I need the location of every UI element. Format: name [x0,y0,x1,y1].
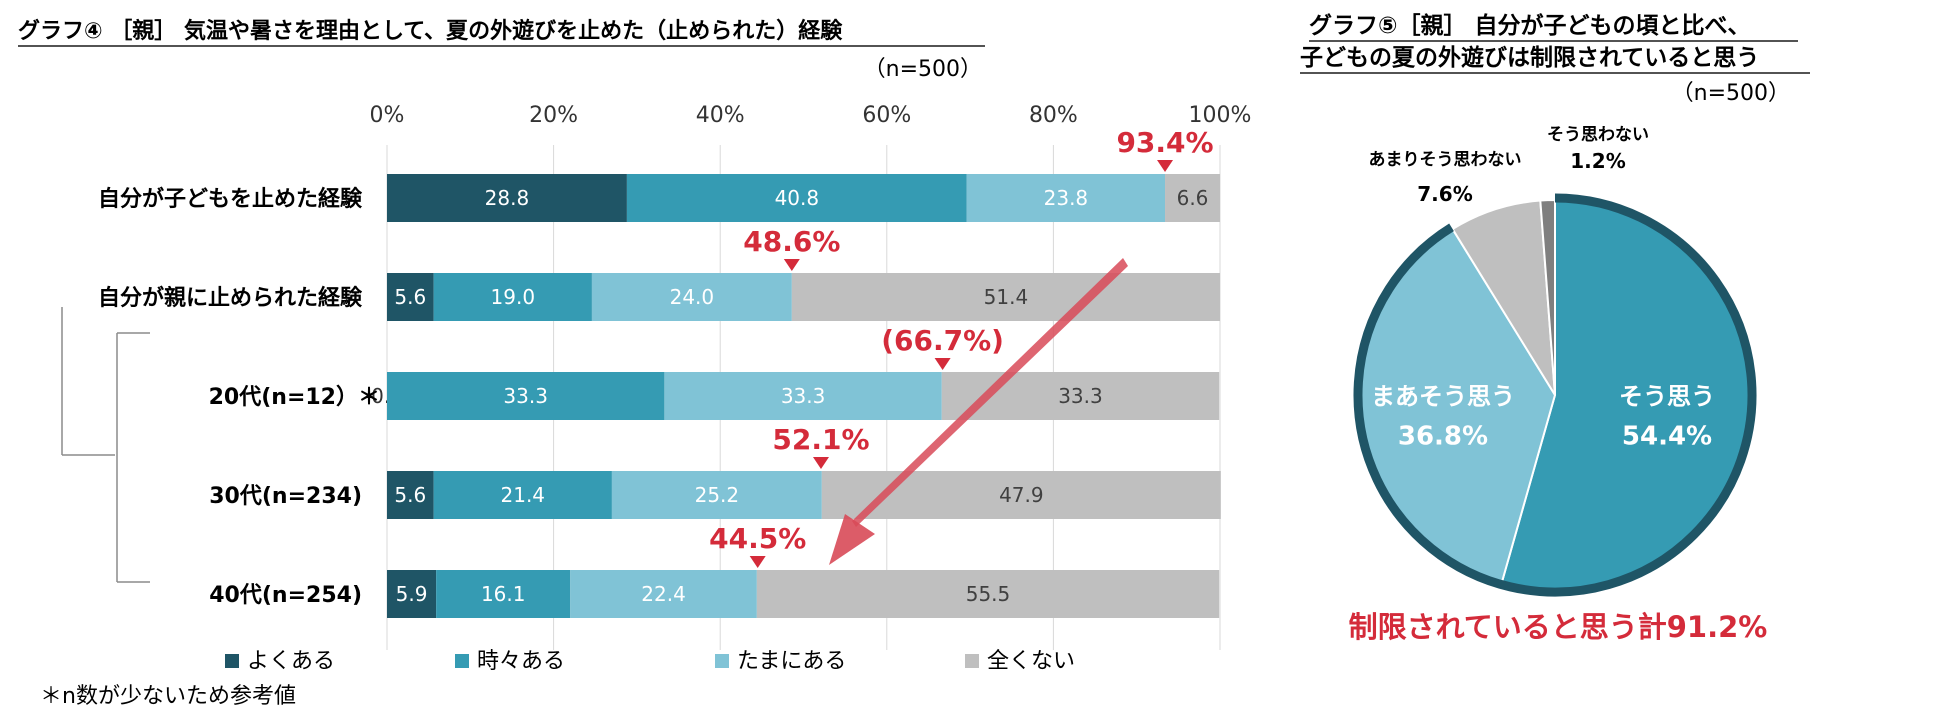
data-label: 24.0 [670,285,715,309]
data-label: 23.8 [1044,186,1089,210]
bar-chart-graph4: グラフ④ ［親］ 気温や暑さを理由として、夏の外遊びを止めた（止められた）経験 … [18,18,1252,709]
slice-name-label: まあそう思う [1371,383,1515,411]
legend-swatch [965,654,979,668]
slice-name-label: そう思わない [1547,125,1649,145]
age-group-bracket [61,307,150,583]
pie-chart-graph5: グラフ⑤［親］ 自分が子どもの頃と比べ、 子どもの夏の外遊びは制限されていると思… [1300,12,1810,644]
data-label: 16.1 [481,582,526,606]
trend-arrow [829,258,1128,565]
chart1-sample-note: （n=500） [864,57,982,82]
segment-often [387,174,627,222]
chart2-title-line1: グラフ⑤［親］ 自分が子どもの頃と比べ、 [1309,12,1750,39]
category-label: 40代(n=254) [209,583,362,608]
chart2-title-line2: 子どもの夏の外遊びは制限されていると思う [1300,44,1759,71]
segment-occasionally [611,471,822,519]
segment-sometimes [433,273,592,321]
total-marker [783,259,800,271]
segment-often [387,570,437,618]
segment-often [387,273,434,321]
total-label: 52.1% [772,423,869,456]
total-label: (66.7%) [881,324,1004,357]
legend-label: よくある [247,649,335,674]
data-label: 28.8 [485,186,530,210]
x-tick-label: 40% [696,103,745,128]
total-marker [1157,160,1174,172]
agree-total-highlight-arc [1353,193,1757,597]
pie-summary: 制限されていると思う計91.2% [1349,610,1768,644]
data-label: 5.6 [394,483,426,507]
data-label: 5.9 [396,582,428,606]
total-label: 93.4% [1116,126,1213,159]
total-label: 48.6% [743,225,840,258]
slice-value-label: 7.6% [1417,182,1472,206]
data-label: 21.4 [501,483,546,507]
data-label: 6.6 [1177,186,1209,210]
legend-label: たまにある [737,649,846,674]
data-label: 19.0 [491,285,536,309]
data-label: 22.4 [641,582,686,606]
segment-never [756,570,1220,618]
slice-name-label: あまりそう思わない [1369,150,1522,170]
data-label: 25.2 [695,483,740,507]
segment-never [1165,174,1220,222]
category-label: 30代(n=234) [209,484,362,509]
segment-occasionally [966,174,1166,222]
x-tick-label: 60% [862,103,911,128]
slice-disagree [1539,198,1556,396]
total-label: 44.5% [709,522,806,555]
legend-swatch [715,654,729,668]
x-tick-label: 80% [1029,103,1078,128]
data-label: 40.8 [775,186,820,210]
legend-label: 全くない [987,649,1075,674]
data-label: 5.6 [394,285,426,309]
slice-value-label: 1.2% [1570,149,1625,173]
category-label: 自分が子どもを止めた経験 [98,186,363,212]
legend-label: 時々ある [477,649,565,674]
segment-never [791,273,1220,321]
x-tick-label: 20% [529,103,578,128]
total-marker [812,457,829,469]
data-label: 51.4 [984,285,1029,309]
segment-sometimes [433,471,612,519]
slice-somewhat-disagree [1451,199,1556,396]
category-label: 自分が親に止められた経験 [98,285,363,311]
x-tick-label: 100% [1189,103,1252,128]
slice-name-label: そう思う [1619,383,1715,411]
segment-occasionally [664,372,942,420]
segment-sometimes [387,372,665,420]
total-marker [934,358,951,370]
segment-occasionally [591,273,792,321]
total-marker [749,556,766,568]
segment-sometimes [436,570,571,618]
segment-often [387,471,434,519]
data-label: 47.9 [999,483,1044,507]
data-label: 33.3 [1058,384,1103,408]
segment-occasionally [570,570,757,618]
slice-value-label: 54.4% [1622,422,1712,452]
data-label: 33.3 [781,384,826,408]
chart1-title: グラフ④ ［親］ 気温や暑さを理由として、夏の外遊びを止めた（止められた）経験 [18,18,843,44]
chart1-footnote: ＊n数が少ないため参考値 [40,684,296,709]
segment-sometimes [626,174,967,222]
slice-value-label: 36.8% [1398,422,1488,452]
legend-swatch [455,654,469,668]
data-label: 55.5 [966,582,1011,606]
data-label: 33.3 [503,384,548,408]
legend-swatch [225,654,239,668]
x-tick-label: 0% [370,103,405,128]
chart2-sample-note: （n=500） [1672,81,1790,106]
category-label: 20代(n=12）＊ [209,385,380,410]
